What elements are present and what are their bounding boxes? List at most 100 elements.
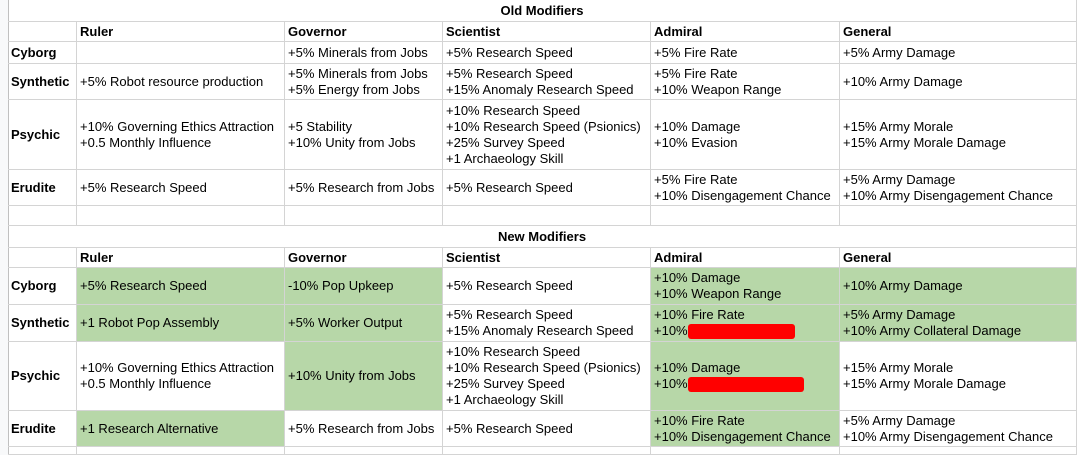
general-cell[interactable]: +5% Army Damage [840,42,1077,64]
column-header-governor[interactable]: Governor [285,248,443,268]
modifier-line: +5% Fire Rate [654,44,738,60]
ruler-cell[interactable]: +1 Research Alternative [77,411,285,447]
new-row-psychic: Psychic +10% Governing Ethics Attraction +… [8,342,1077,411]
modifier-line: +5 Stability [288,118,352,134]
ruler-cell[interactable] [77,42,285,64]
admiral-cell[interactable]: +5% Fire Rate +10% Disengagement Chance [651,170,840,206]
admiral-cell[interactable]: +5% Fire Rate [651,42,840,64]
governor-cell[interactable]: +5% Worker Output [285,305,443,342]
column-header-ruler[interactable]: Ruler [77,22,285,42]
scientist-cell[interactable]: +5% Research Speed [443,268,651,305]
corner-cell[interactable] [8,248,77,268]
empty-cell[interactable] [285,447,443,455]
column-header-scientist[interactable]: Scientist [443,248,651,268]
column-header-general[interactable]: General [840,22,1077,42]
scientist-cell[interactable]: +5% Research Speed +15% Anomaly Research … [443,64,651,100]
row-header-cell[interactable]: Synthetic [8,64,77,100]
modifier-line: +10% Damage [654,359,741,375]
empty-cell[interactable] [840,206,1077,226]
governor-cell[interactable]: +5 Stability +10% Unity from Jobs [285,100,443,170]
row-header-cell[interactable]: Psychic [8,100,77,170]
modifier-line: +10% Governing Ethics Attraction [80,118,275,134]
modifier-line: +10% Army Damage [843,73,963,89]
modifier-line: +5% Fire Rate [654,65,738,81]
general-cell[interactable]: +10% Army Damage [840,64,1077,100]
modifier-line: +10% Disengagement Chance [654,187,831,203]
empty-cell[interactable] [840,447,1077,455]
admiral-cell[interactable]: +10% Damage +10% Evasion [651,100,840,170]
redaction-mark [687,377,804,393]
general-cell[interactable]: +5% Army Damage +10% Army Disengagement C… [840,170,1077,206]
empty-cell[interactable] [77,447,285,455]
trailing-row [8,447,1077,455]
scientist-cell[interactable]: +10% Research Speed +10% Research Speed (… [443,100,651,170]
empty-cell[interactable] [8,447,77,455]
general-cell[interactable]: +15% Army Morale +15% Army Morale Damage [840,342,1077,411]
scientist-cell[interactable]: +10% Research Speed +10% Research Speed (… [443,342,651,411]
admiral-cell[interactable]: +10% Fire Rate +10% Disengagement Chance [651,411,840,447]
admiral-cell[interactable]: +10% Damage +10% Weapon Range [651,268,840,305]
ruler-cell[interactable]: +1 Robot Pop Assembly [77,305,285,342]
column-header-admiral[interactable]: Admiral [651,248,840,268]
scientist-cell[interactable]: +5% Research Speed [443,42,651,64]
new-title-row: New Modifiers [8,226,1077,248]
modifier-line: +5% Minerals from Jobs [288,65,428,81]
row-header-cell[interactable]: Synthetic [8,305,77,342]
governor-cell[interactable]: +5% Minerals from Jobs +5% Energy from Jo… [285,64,443,100]
empty-cell[interactable] [443,447,651,455]
ruler-cell[interactable]: +5% Research Speed [77,268,285,305]
old-row-erudite: Erudite +5% Research Speed +5% Research fr… [8,170,1077,206]
governor-cell[interactable]: +5% Research from Jobs [285,411,443,447]
scientist-cell[interactable]: +5% Research Speed [443,170,651,206]
section-title[interactable]: Old Modifiers [8,0,1077,22]
admiral-cell[interactable]: +10% Fire Rate +10% [651,305,840,342]
modifier-line: +10% Army Disengagement Chance [843,428,1053,444]
column-header-ruler[interactable]: Ruler [77,248,285,268]
scientist-cell[interactable]: +5% Research Speed +15% Anomaly Research … [443,305,651,342]
new-header-row: Ruler Governor Scientist Admiral General [8,248,1077,268]
modifier-line: +15% Army Morale [843,118,954,134]
row-header-cell[interactable]: Erudite [8,170,77,206]
modifier-line: +15% Anomaly Research Speed [446,81,634,97]
row-header-cell[interactable]: Psychic [8,342,77,411]
empty-cell[interactable] [443,206,651,226]
column-header-admiral[interactable]: Admiral [651,22,840,42]
column-header-scientist[interactable]: Scientist [443,22,651,42]
empty-cell[interactable] [651,206,840,226]
scientist-cell[interactable]: +5% Research Speed [443,411,651,447]
governor-cell[interactable]: +10% Unity from Jobs [285,342,443,411]
admiral-cell[interactable]: +5% Fire Rate +10% Weapon Range [651,64,840,100]
modifier-line: +15% Army Morale [843,360,954,375]
modifier-line: -10% Pop Upkeep [288,278,394,293]
general-cell[interactable]: +10% Army Damage [840,268,1077,305]
row-header-cell[interactable]: Cyborg [8,268,77,305]
ruler-cell[interactable]: +10% Governing Ethics Attraction +0.5 Mon… [77,100,285,170]
modifier-line: +10% Disengagement Chance [654,428,831,444]
governor-cell[interactable]: +5% Research from Jobs [285,170,443,206]
corner-cell[interactable] [8,22,77,42]
row-header-cell[interactable]: Cyborg [8,42,77,64]
modifier-line: +5% Research Speed [80,179,207,195]
ruler-cell[interactable]: +5% Research Speed [77,170,285,206]
ruler-cell[interactable]: +5% Robot resource production [77,64,285,100]
row-header-cell[interactable]: Erudite [8,411,77,447]
governor-cell[interactable]: +5% Minerals from Jobs [285,42,443,64]
section-title[interactable]: New Modifiers [8,226,1077,248]
column-header-governor[interactable]: Governor [285,22,443,42]
general-cell[interactable]: +5% Army Damage +10% Army Collateral Dama… [840,305,1077,342]
modifier-line: +10% Damage [654,270,741,285]
admiral-cell[interactable]: +10% Damage +10% [651,342,840,411]
general-cell[interactable]: +15% Army Morale +15% Army Morale Damage [840,100,1077,170]
general-cell[interactable]: +5% Army Damage +10% Army Disengagement C… [840,411,1077,447]
empty-cell[interactable] [77,206,285,226]
governor-cell[interactable]: -10% Pop Upkeep [285,268,443,305]
empty-cell[interactable] [8,206,77,226]
ruler-cell[interactable]: +10% Governing Ethics Attraction +0.5 Mon… [77,342,285,411]
modifier-line: +25% Survey Speed [446,134,565,150]
empty-cell[interactable] [651,447,840,455]
modifier-line: +10% Unity from Jobs [288,368,416,383]
column-header-general[interactable]: General [840,248,1077,268]
modifier-line: +10% Army Disengagement Chance [843,187,1053,203]
empty-cell[interactable] [285,206,443,226]
